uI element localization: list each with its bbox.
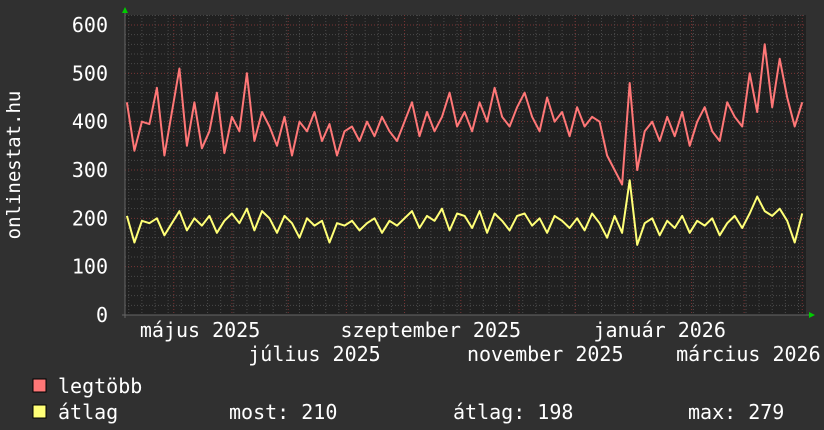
x-axis-arrow-icon [809,312,815,318]
legend-label-atlag: átlag [58,400,118,424]
y-axis-label: onlinestat.hu [3,91,25,240]
series-lines [125,43,804,246]
x-tick-label: július 2025 [248,342,380,366]
x-tick-label: január 2026 [593,318,725,342]
x-tick-label: március 2026 [676,342,821,366]
legend-swatch-legtobb [32,378,47,393]
stat-atlag: átlag: 198 [453,400,573,424]
grid [125,14,806,315]
y-tick-label: 200 [72,206,108,230]
y-tick-label: 100 [72,255,108,279]
y-tick-label: 500 [72,61,108,85]
plot-area [125,15,806,315]
stat-most: most: 210 [229,400,337,424]
y-tick-label: 600 [72,13,108,37]
y-axis-ticks: 0 100 200 300 400 500 600 [72,13,108,327]
y-axis-arrow-icon [122,7,128,13]
legend-label-legtobb: legtöbb [58,374,142,398]
series-line-legtobb [125,43,804,186]
y-tick-label: 0 [96,303,108,327]
legend-swatch-atlag [32,404,47,419]
stat-max: max: 279 [688,400,784,424]
x-tick-label: november 2025 [467,342,624,366]
y-tick-label: 400 [72,110,108,134]
x-tick-label: szeptember 2025 [340,318,521,342]
y-tick-label: 300 [72,158,108,182]
series-line-atlag [125,179,804,246]
x-tick-label: május 2025 [140,318,260,342]
